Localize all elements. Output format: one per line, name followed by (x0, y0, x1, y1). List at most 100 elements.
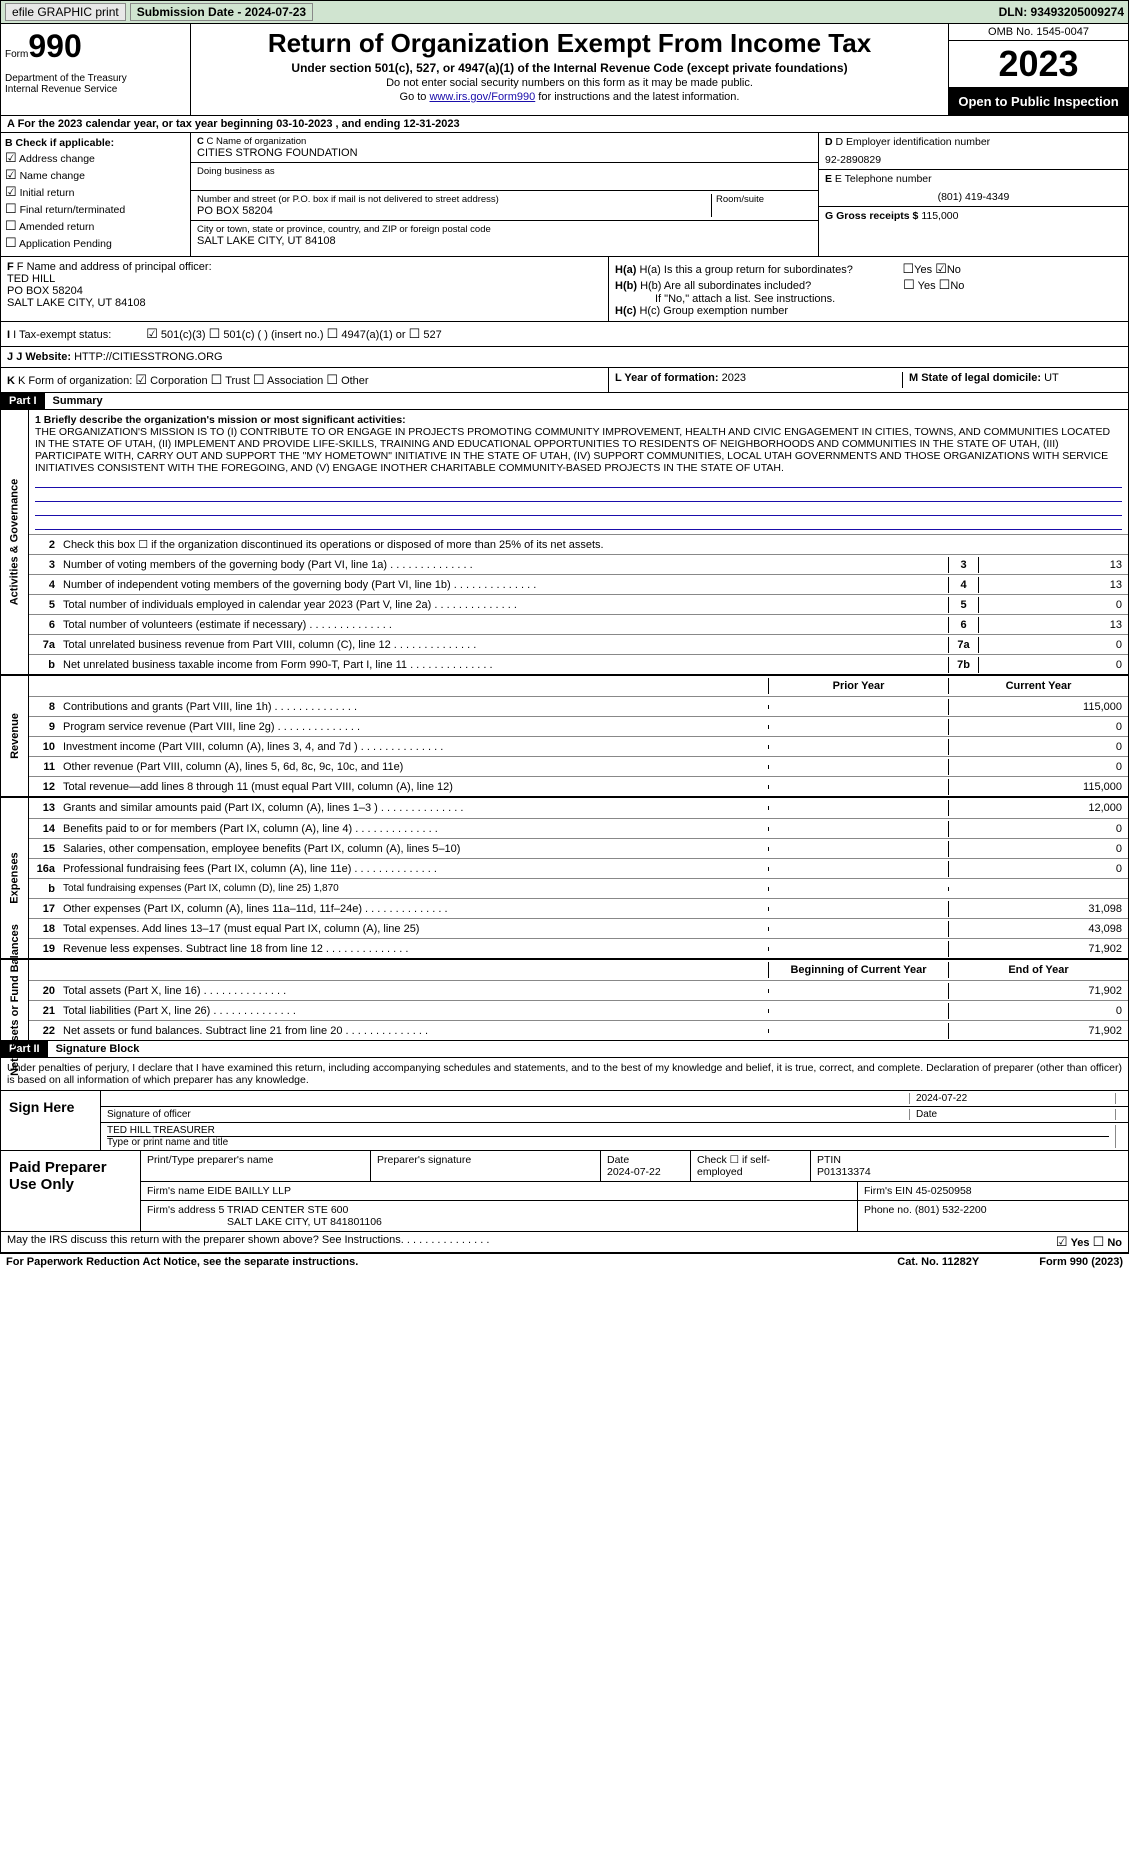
line-16b: Total fundraising expenses (Part IX, col… (59, 881, 768, 896)
firm-addr-label: Firm's address (147, 1204, 218, 1216)
chk-name-change[interactable]: Name change (5, 167, 186, 183)
footer: For Paperwork Reduction Act Notice, see … (0, 1253, 1129, 1270)
line-21: Total liabilities (Part X, line 26) (59, 1003, 768, 1019)
prior-year-hdr: Prior Year (768, 678, 948, 694)
mission-block: 1 Briefly describe the organization's mi… (29, 410, 1128, 534)
line-7b-val: 0 (978, 657, 1128, 673)
prep-date-label: Date (607, 1154, 684, 1166)
line-7a: Total unrelated business revenue from Pa… (59, 637, 948, 653)
irs-link[interactable]: www.irs.gov/Form990 (429, 91, 535, 103)
cat-no: Cat. No. 11282Y (897, 1256, 979, 1268)
dba-label: Doing business as (197, 166, 812, 177)
line-7a-val: 0 (978, 637, 1128, 653)
tax-year: 2023 (949, 41, 1128, 88)
chk-app-pending[interactable]: Application Pending (5, 235, 186, 251)
signature-block: Under penalties of perjury, I declare th… (0, 1058, 1129, 1232)
submission-date: Submission Date - 2024-07-23 (130, 3, 313, 21)
firm-phone: (801) 532-2200 (915, 1204, 987, 1216)
line-8: Contributions and grants (Part VIII, lin… (59, 699, 768, 715)
prep-sig-label: Preparer's signature (371, 1151, 601, 1181)
dept-treasury: Department of the Treasury Internal Reve… (5, 73, 186, 95)
dln-label: DLN: 93493205009274 (999, 5, 1124, 19)
firm-addr1: 5 TRIAD CENTER STE 600 (218, 1204, 348, 1216)
summary-section: Activities & Governance 1 Briefly descri… (0, 410, 1129, 1041)
line-10: Investment income (Part VIII, column (A)… (59, 739, 768, 755)
org-name-label: C C Name of organization (197, 136, 812, 147)
current-year-hdr: Current Year (948, 678, 1128, 694)
bcy-hdr: Beginning of Current Year (768, 962, 948, 978)
ptin-label: PTIN (817, 1154, 1122, 1166)
line-8-cy: 115,000 (948, 699, 1128, 715)
line-15: Salaries, other compensation, employee b… (59, 841, 768, 857)
h-b: H(b) H(b) Are all subordinates included?… (615, 277, 1122, 293)
firm-ein-label: Firm's EIN (864, 1185, 916, 1197)
line-18: Total expenses. Add lines 13–17 (must eq… (59, 921, 768, 937)
line-17-cy: 31,098 (948, 901, 1128, 917)
chk-amended-return[interactable]: Amended return (5, 218, 186, 234)
chk-initial-return[interactable]: Initial return (5, 184, 186, 200)
row-l: L Year of formation: 2023 (615, 372, 902, 388)
street-value: PO BOX 58204 (197, 205, 707, 217)
form-subtitle-1: Under section 501(c), 527, or 4947(a)(1)… (199, 61, 940, 75)
firm-addr2: SALT LAKE CITY, UT 841801106 (147, 1216, 382, 1228)
prep-check-self[interactable]: Check ☐ if self-employed (691, 1151, 811, 1181)
officer-name: TED HILL TREASURER (107, 1125, 1109, 1136)
form-header: Form990 Department of the Treasury Inter… (0, 24, 1129, 116)
line-13: Grants and similar amounts paid (Part IX… (59, 800, 768, 816)
line-22: Net assets or fund balances. Subtract li… (59, 1023, 768, 1039)
line-15-cy: 0 (948, 841, 1128, 857)
form-ref: Form 990 (2023) (1039, 1256, 1123, 1268)
line-a: A For the 2023 calendar year, or tax yea… (0, 116, 1129, 132)
activities-governance-label: Activities & Governance (1, 410, 29, 674)
paperwork-notice: For Paperwork Reduction Act Notice, see … (6, 1256, 358, 1268)
h-a: H(a) H(a) Is this a group return for sub… (615, 261, 1122, 277)
website-value[interactable]: HTTP://CITIESSTRONG.ORG (74, 351, 223, 363)
line-22-cy: 71,902 (948, 1023, 1128, 1039)
ptin-value: P01313374 (817, 1166, 1122, 1178)
line-20-cy: 71,902 (948, 983, 1128, 999)
sign-here-label: Sign Here (1, 1091, 101, 1150)
ein-label: D D Employer identification number (825, 136, 1122, 148)
form-subtitle-2: Do not enter social security numbers on … (199, 77, 940, 89)
line-5-val: 0 (978, 597, 1128, 613)
line-21-cy: 0 (948, 1003, 1128, 1019)
paid-preparer-label: Paid Preparer Use Only (1, 1151, 141, 1231)
col-b: B Check if applicable: Address change Na… (1, 133, 191, 256)
line-14-cy: 0 (948, 821, 1128, 837)
part-1-header: Part I Summary (0, 393, 1129, 410)
chk-final-return[interactable]: Final return/terminated (5, 201, 186, 217)
chk-address-change[interactable]: Address change (5, 150, 186, 166)
line-6-val: 13 (978, 617, 1128, 633)
street-label: Number and street (or P.O. box if mail i… (197, 194, 707, 205)
firm-ein: 45-0250958 (916, 1185, 972, 1197)
line-9-cy: 0 (948, 719, 1128, 735)
efile-button[interactable]: efile GRAPHIC print (5, 3, 126, 21)
discuss-row: May the IRS discuss this return with the… (0, 1232, 1129, 1253)
line-12: Total revenue—add lines 8 through 11 (mu… (59, 779, 768, 795)
line-6: Total number of volunteers (estimate if … (59, 617, 948, 633)
row-k-l-m: K K Form of organization: Corporation Tr… (0, 368, 1129, 393)
mission-text: THE ORGANIZATION'S MISSION IS TO (I) CON… (35, 426, 1122, 474)
h-b-note: If "No," attach a list. See instructions… (615, 293, 1122, 305)
line-19: Revenue less expenses. Subtract line 18 … (59, 941, 768, 957)
col-d: D D Employer identification number92-289… (818, 133, 1128, 256)
line-10-cy: 0 (948, 739, 1128, 755)
line-9: Program service revenue (Part VIII, line… (59, 719, 768, 735)
line-11: Other revenue (Part VIII, column (A), li… (59, 759, 768, 775)
city-value: SALT LAKE CITY, UT 84108 (197, 235, 812, 247)
row-i: I I Tax-exempt status: 501(c)(3) 501(c) … (1, 322, 1128, 347)
org-name: CITIES STRONG FOUNDATION (197, 147, 812, 159)
header-grid: B Check if applicable: Address change Na… (0, 132, 1129, 257)
topbar: efile GRAPHIC print Submission Date - 20… (0, 0, 1129, 24)
row-m: M State of legal domicile: UT (902, 372, 1122, 388)
line-3: Number of voting members of the governin… (59, 557, 948, 573)
firm-name: EIDE BAILLY LLP (207, 1185, 291, 1197)
prep-date: 2024-07-22 (607, 1166, 684, 1178)
line-4: Number of independent voting members of … (59, 577, 948, 593)
line-4-val: 13 (978, 577, 1128, 593)
line-5: Total number of individuals employed in … (59, 597, 948, 613)
officer-value: TED HILL PO BOX 58204 SALT LAKE CITY, UT… (7, 273, 602, 309)
firm-phone-label: Phone no. (864, 1204, 912, 1216)
col-b-header: B Check if applicable: (5, 137, 186, 149)
sig-date: 2024-07-22 (916, 1093, 1116, 1104)
